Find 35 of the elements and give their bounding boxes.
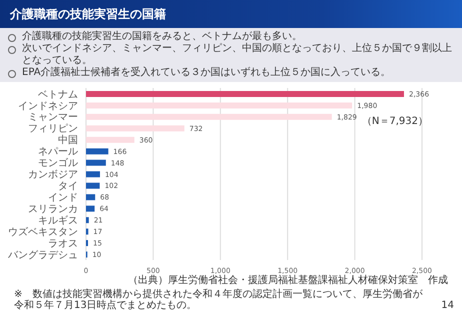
bar — [86, 194, 96, 200]
text: ※ 数値は技能実習機構から提供された令和４年度の認定計画一覧について、厚生労働省が令和５年７月13日時点でまとめたもの。 — [14, 289, 424, 311]
y-tick-label: インドネシア — [18, 100, 78, 112]
bar — [86, 136, 134, 143]
y-tick-label: ベトナム — [38, 89, 78, 100]
y-tick-label: フィリピン — [28, 124, 78, 135]
chart-title: 介護職種の技能実習生の国籍 — [0, 0, 462, 28]
text: （出典）厚生労働省社会・援護局福祉基盤課福祉人材確保対策室 作成 — [127, 275, 449, 287]
y-tick-label: スリランカ — [28, 204, 78, 215]
annotation: （N＝7,932） — [362, 115, 428, 128]
bar — [86, 206, 95, 212]
text: 14 — [441, 300, 454, 311]
bar — [86, 114, 332, 120]
text: 介護職種の技能実習生の国籍をみると、ベトナムが最も多い。 — [22, 31, 302, 42]
y-tick-label: キルギス — [38, 214, 78, 226]
y-tick-label: 中国 — [58, 134, 78, 146]
y-tick-label: バングラデシュ — [7, 250, 78, 261]
y-tick-label: カンボジア — [28, 170, 78, 181]
y-tick-label: タイ — [58, 181, 78, 192]
bar — [86, 182, 100, 189]
y-tick-label: ミャンマー — [28, 112, 78, 124]
text: EPA介護福祉士候補者を受入れている３か国はいずれも上位５か国に入っている。 — [22, 67, 391, 79]
y-tick-label: インド — [48, 192, 78, 204]
bar — [86, 148, 108, 154]
bar — [86, 217, 89, 224]
bar — [86, 125, 184, 132]
y-tick-label: ネパール — [38, 146, 78, 158]
text: 次いでインドネシア、ミャンマー、フィリピン、中国の順となっており、上位５か国で９割以上となっている。 — [22, 43, 453, 66]
bar — [86, 160, 106, 166]
y-tick-label: モンゴル — [38, 157, 78, 170]
y-tick-label: ラオス — [48, 238, 78, 250]
bar — [86, 102, 352, 108]
y-tick-label: ウズベキスタン — [8, 226, 78, 238]
bar — [86, 91, 404, 97]
bar — [86, 171, 100, 178]
